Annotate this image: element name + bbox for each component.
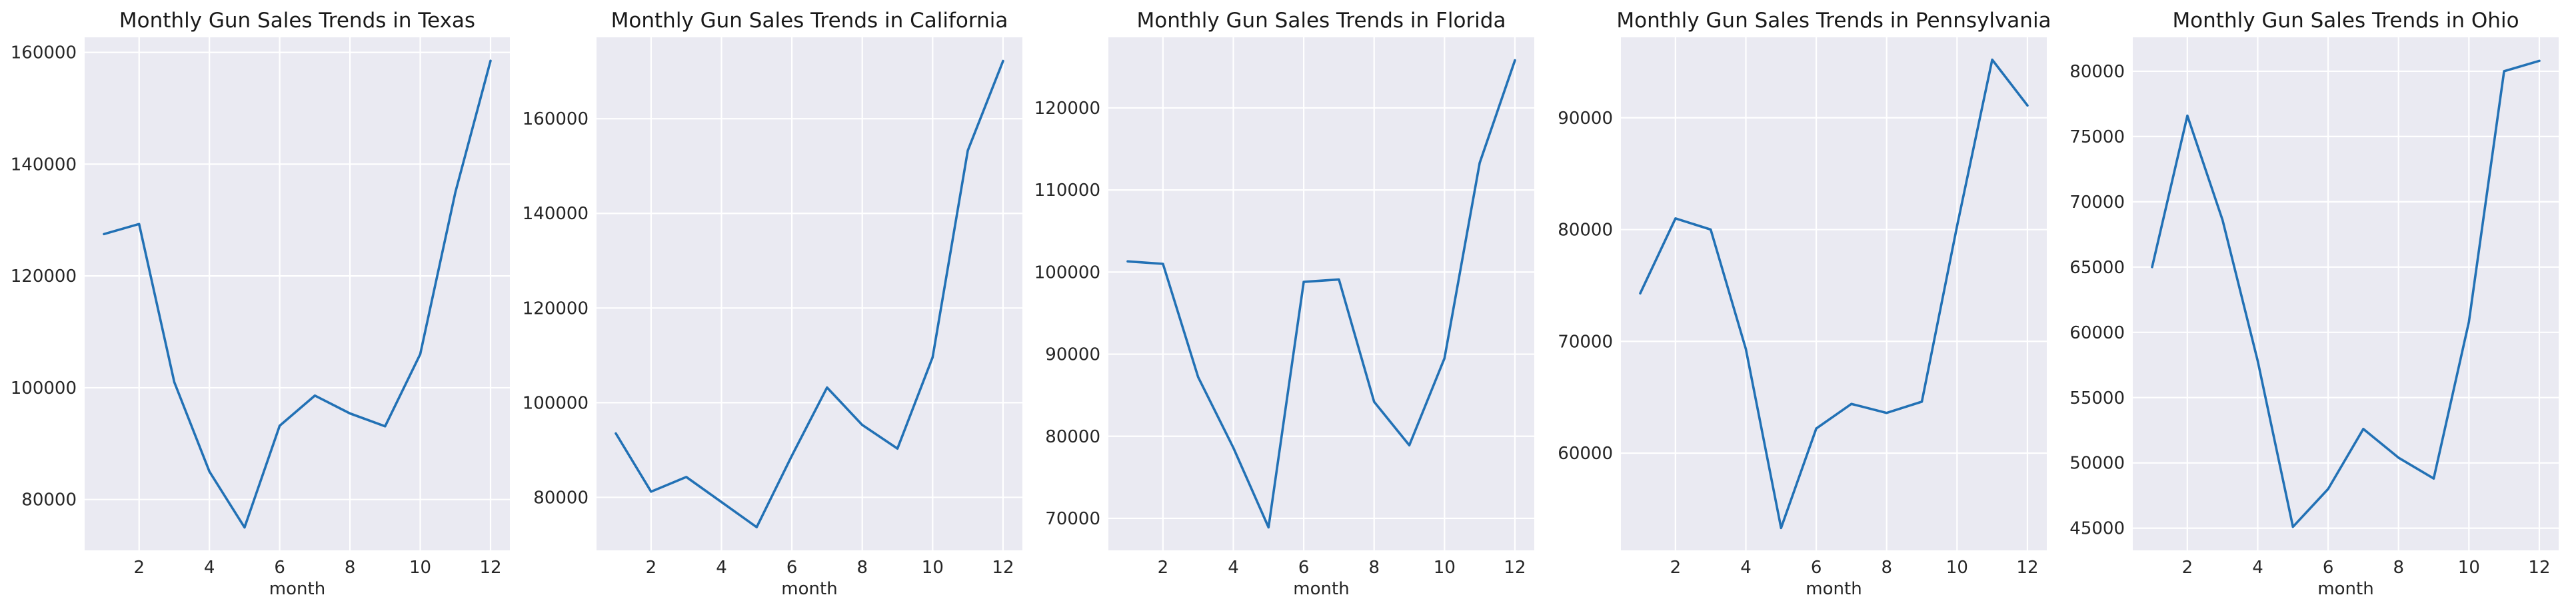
x-tick-label: 10 xyxy=(1946,558,1968,578)
y-tick-label: 70000 xyxy=(1558,332,1613,352)
x-tick-label: 2 xyxy=(1158,558,1169,578)
x-tick-label: 4 xyxy=(204,558,215,578)
x-tick-label: 6 xyxy=(1811,558,1822,578)
y-tick-label: 120000 xyxy=(1034,99,1100,119)
y-tick-label: 70000 xyxy=(1045,509,1100,529)
chart-panel-4: 2 4 6 8 10 12 60000 70000 80000 90000 Monthly Gun … xyxy=(1558,9,2051,595)
x-tick-label: 6 xyxy=(2323,558,2334,578)
series-line xyxy=(615,59,1004,529)
x-axis-label: month xyxy=(269,579,325,595)
y-tick-label: 80000 xyxy=(21,490,77,510)
y-tick-label: 55000 xyxy=(2069,388,2125,408)
chart-title: Monthly Gun Sales Trends in Ohio xyxy=(2172,9,2519,33)
y-tick-label: 65000 xyxy=(2069,258,2125,278)
x-tick-label: 2 xyxy=(646,558,657,578)
x-tick-label: 2 xyxy=(133,558,145,578)
chart-panel-5: 2 4 6 8 10 12 45000 50000 55000 60000 65000 70000 75… xyxy=(2069,9,2559,595)
y-tick-label: 100000 xyxy=(523,393,589,413)
series-line xyxy=(2151,59,2541,528)
x-tick-label: 12 xyxy=(1504,558,1526,578)
x-tick-label: 2 xyxy=(2182,558,2193,578)
y-tick-label: 90000 xyxy=(1045,345,1100,365)
y-tick-label: 100000 xyxy=(1034,263,1100,283)
x-tick-label: 10 xyxy=(2458,558,2480,578)
y-tick-label: 140000 xyxy=(11,155,77,175)
x-tick-label: 12 xyxy=(2528,558,2550,578)
y-tick-label: 45000 xyxy=(2069,519,2125,539)
y-tick-label: 50000 xyxy=(2069,454,2125,474)
x-tick-label: 6 xyxy=(1298,558,1310,578)
x-axis-label: month xyxy=(781,579,837,595)
x-tick-label: 2 xyxy=(1670,558,1682,578)
x-tick-label: 10 xyxy=(409,558,431,578)
chart-title: Monthly Gun Sales Trends in Texas xyxy=(119,9,475,33)
x-axis-label: month xyxy=(1806,579,1862,595)
y-tick-label: 70000 xyxy=(2069,193,2125,213)
plot-area xyxy=(1108,37,1534,550)
series-line xyxy=(1126,59,1516,529)
x-tick-label: 8 xyxy=(1368,558,1380,578)
y-tick-label: 80000 xyxy=(1558,221,1613,241)
y-tick-label: 160000 xyxy=(523,109,589,129)
series-line xyxy=(103,59,492,529)
y-tick-label: 140000 xyxy=(523,204,589,224)
chart-panel-3: 2 4 6 8 10 12 70000 80000 90000 100000 110000 12000… xyxy=(1034,9,1534,595)
y-tick-label: 110000 xyxy=(1034,181,1100,201)
plot-area xyxy=(2133,37,2559,550)
y-tick-label: 60000 xyxy=(1558,444,1613,464)
x-tick-label: 10 xyxy=(922,558,944,578)
x-tick-label: 8 xyxy=(345,558,356,578)
x-tick-label: 10 xyxy=(1434,558,1456,578)
x-tick-label: 12 xyxy=(479,558,501,578)
x-tick-label: 12 xyxy=(2016,558,2038,578)
y-tick-label: 160000 xyxy=(11,43,77,63)
y-tick-label: 120000 xyxy=(523,298,589,318)
x-tick-label: 12 xyxy=(992,558,1014,578)
x-axis-label: month xyxy=(2317,579,2373,595)
x-tick-label: 6 xyxy=(274,558,285,578)
chart-title: Monthly Gun Sales Trends in California xyxy=(611,9,1008,33)
x-axis-label: month xyxy=(1293,579,1349,595)
y-tick-label: 60000 xyxy=(2069,323,2125,343)
plot-area xyxy=(85,37,510,550)
chart-title: Monthly Gun Sales Trends in Pennsylvania xyxy=(1616,9,2051,33)
x-tick-label: 8 xyxy=(1881,558,1892,578)
y-tick-label: 80000 xyxy=(2069,62,2125,82)
x-tick-label: 8 xyxy=(2393,558,2404,578)
x-tick-label: 4 xyxy=(2252,558,2263,578)
y-tick-label: 90000 xyxy=(1558,109,1613,129)
plot-area xyxy=(1621,37,2047,550)
chart-panel-1: 2 4 6 8 10 12 80000 100000 120000 140000 160000 Mon… xyxy=(11,9,510,595)
y-tick-label: 80000 xyxy=(1045,427,1100,447)
x-tick-label: 6 xyxy=(786,558,798,578)
x-tick-label: 4 xyxy=(1740,558,1752,578)
series-line xyxy=(1639,58,2029,530)
x-tick-label: 4 xyxy=(716,558,727,578)
plot-area xyxy=(597,37,1022,550)
chart-title: Monthly Gun Sales Trends in Florida xyxy=(1137,9,1506,33)
chart-panel-2: 2 4 6 8 10 12 80000 100000 120000 140000 160000 Mon… xyxy=(523,9,1022,595)
y-tick-label: 100000 xyxy=(11,378,77,398)
x-tick-label: 4 xyxy=(1228,558,1239,578)
y-tick-label: 120000 xyxy=(11,267,77,287)
y-tick-label: 75000 xyxy=(2069,127,2125,147)
y-tick-label: 80000 xyxy=(533,488,589,508)
x-tick-label: 8 xyxy=(856,558,868,578)
